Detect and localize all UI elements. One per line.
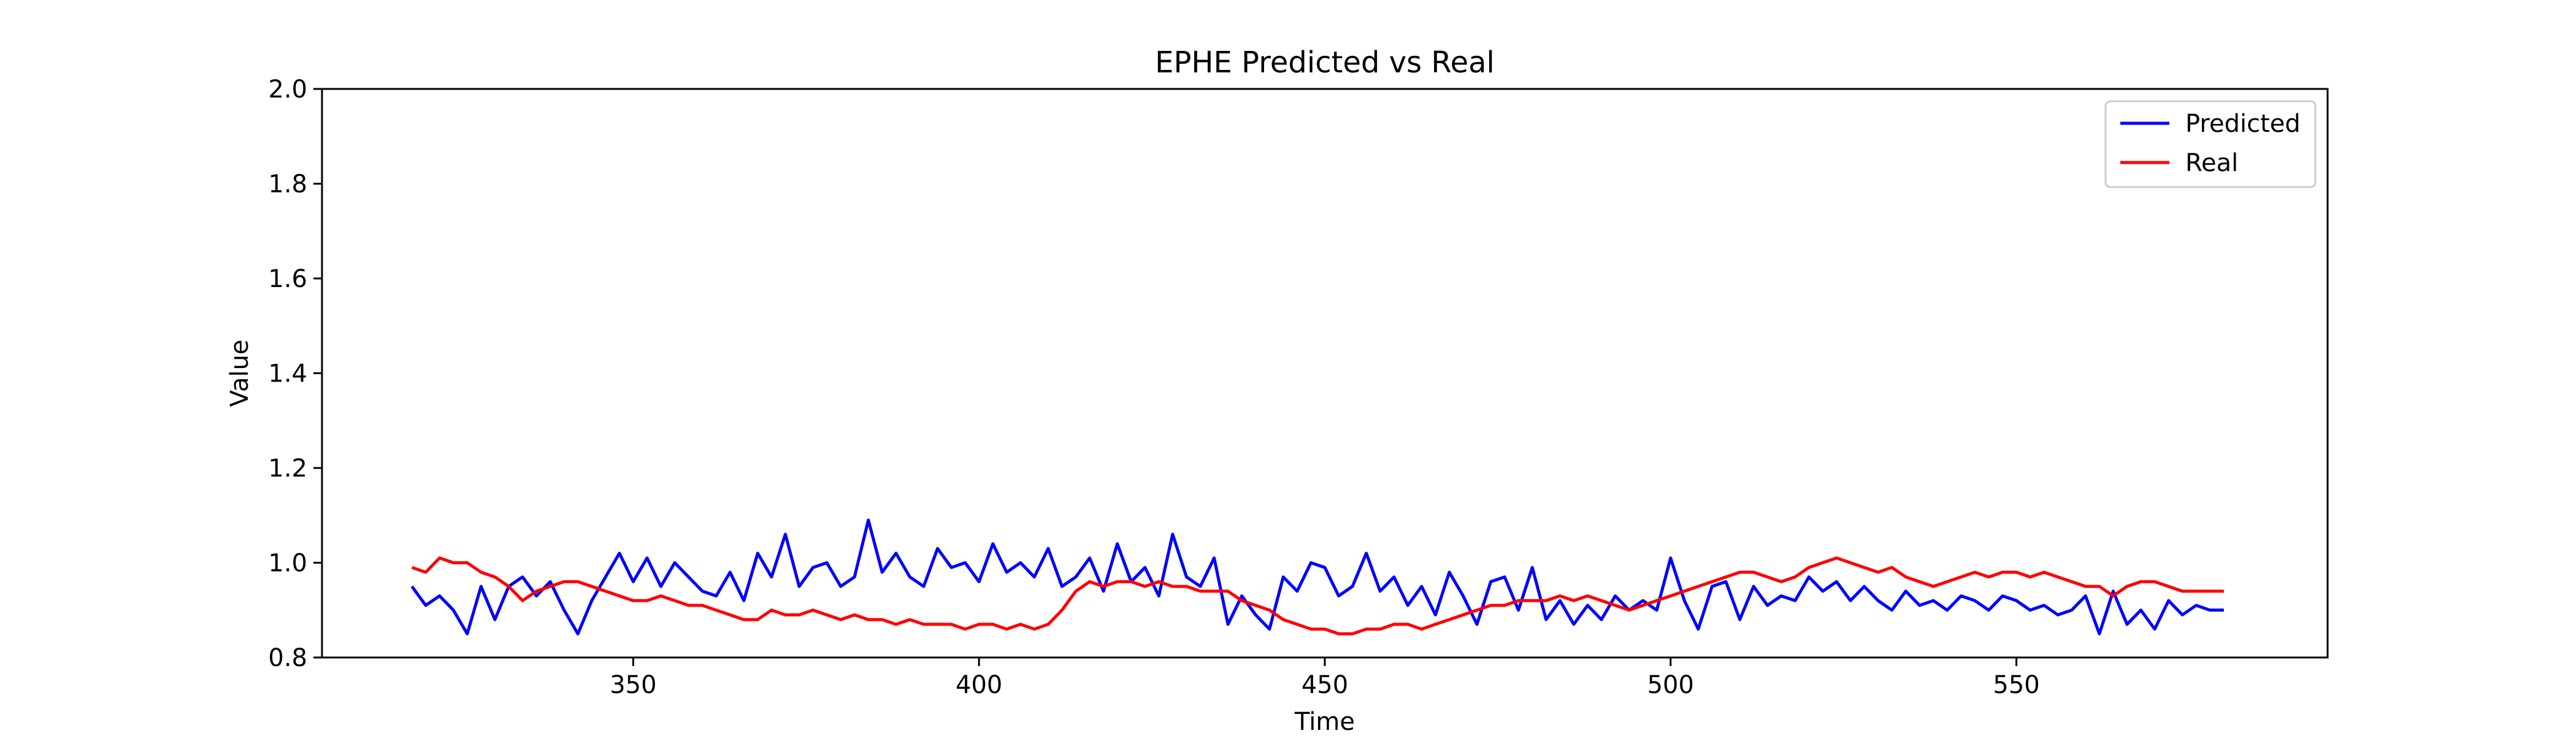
y-tick-label: 1.8 (268, 171, 307, 199)
plot-area (410, 518, 2224, 635)
y-tick-label: 0.8 (268, 644, 307, 672)
legend-label-predicted: Predicted (2185, 110, 2301, 138)
axes-frame (321, 88, 2329, 659)
y-tick-label: 1.0 (268, 550, 307, 578)
y-tick-label: 2.0 (268, 75, 307, 104)
y-axis: 0.8 1.0 1.2 1.4 1.6 1.8 2.0 (268, 75, 322, 672)
series-line-real (411, 556, 2224, 635)
x-tick-label: 350 (610, 671, 656, 699)
chart-title: EPHE Predicted vs Real (1155, 45, 1495, 80)
x-tick-label: 450 (1301, 671, 1348, 699)
y-tick-label: 1.6 (268, 265, 307, 293)
legend-label-real: Real (2185, 149, 2238, 177)
x-axis: 350 400 450 500 550 (610, 657, 2040, 699)
x-tick-label: 500 (1647, 671, 1694, 699)
x-tick-label: 400 (956, 671, 1002, 699)
x-axis-title: Time (1294, 708, 1355, 736)
y-axis-title: Value (226, 340, 254, 407)
series-line-predicted (410, 518, 2224, 635)
legend: Predicted Real (2104, 100, 2317, 188)
y-tick-label: 1.2 (268, 454, 307, 483)
x-tick-label: 550 (1993, 671, 2039, 699)
y-tick-label: 1.4 (268, 360, 307, 388)
